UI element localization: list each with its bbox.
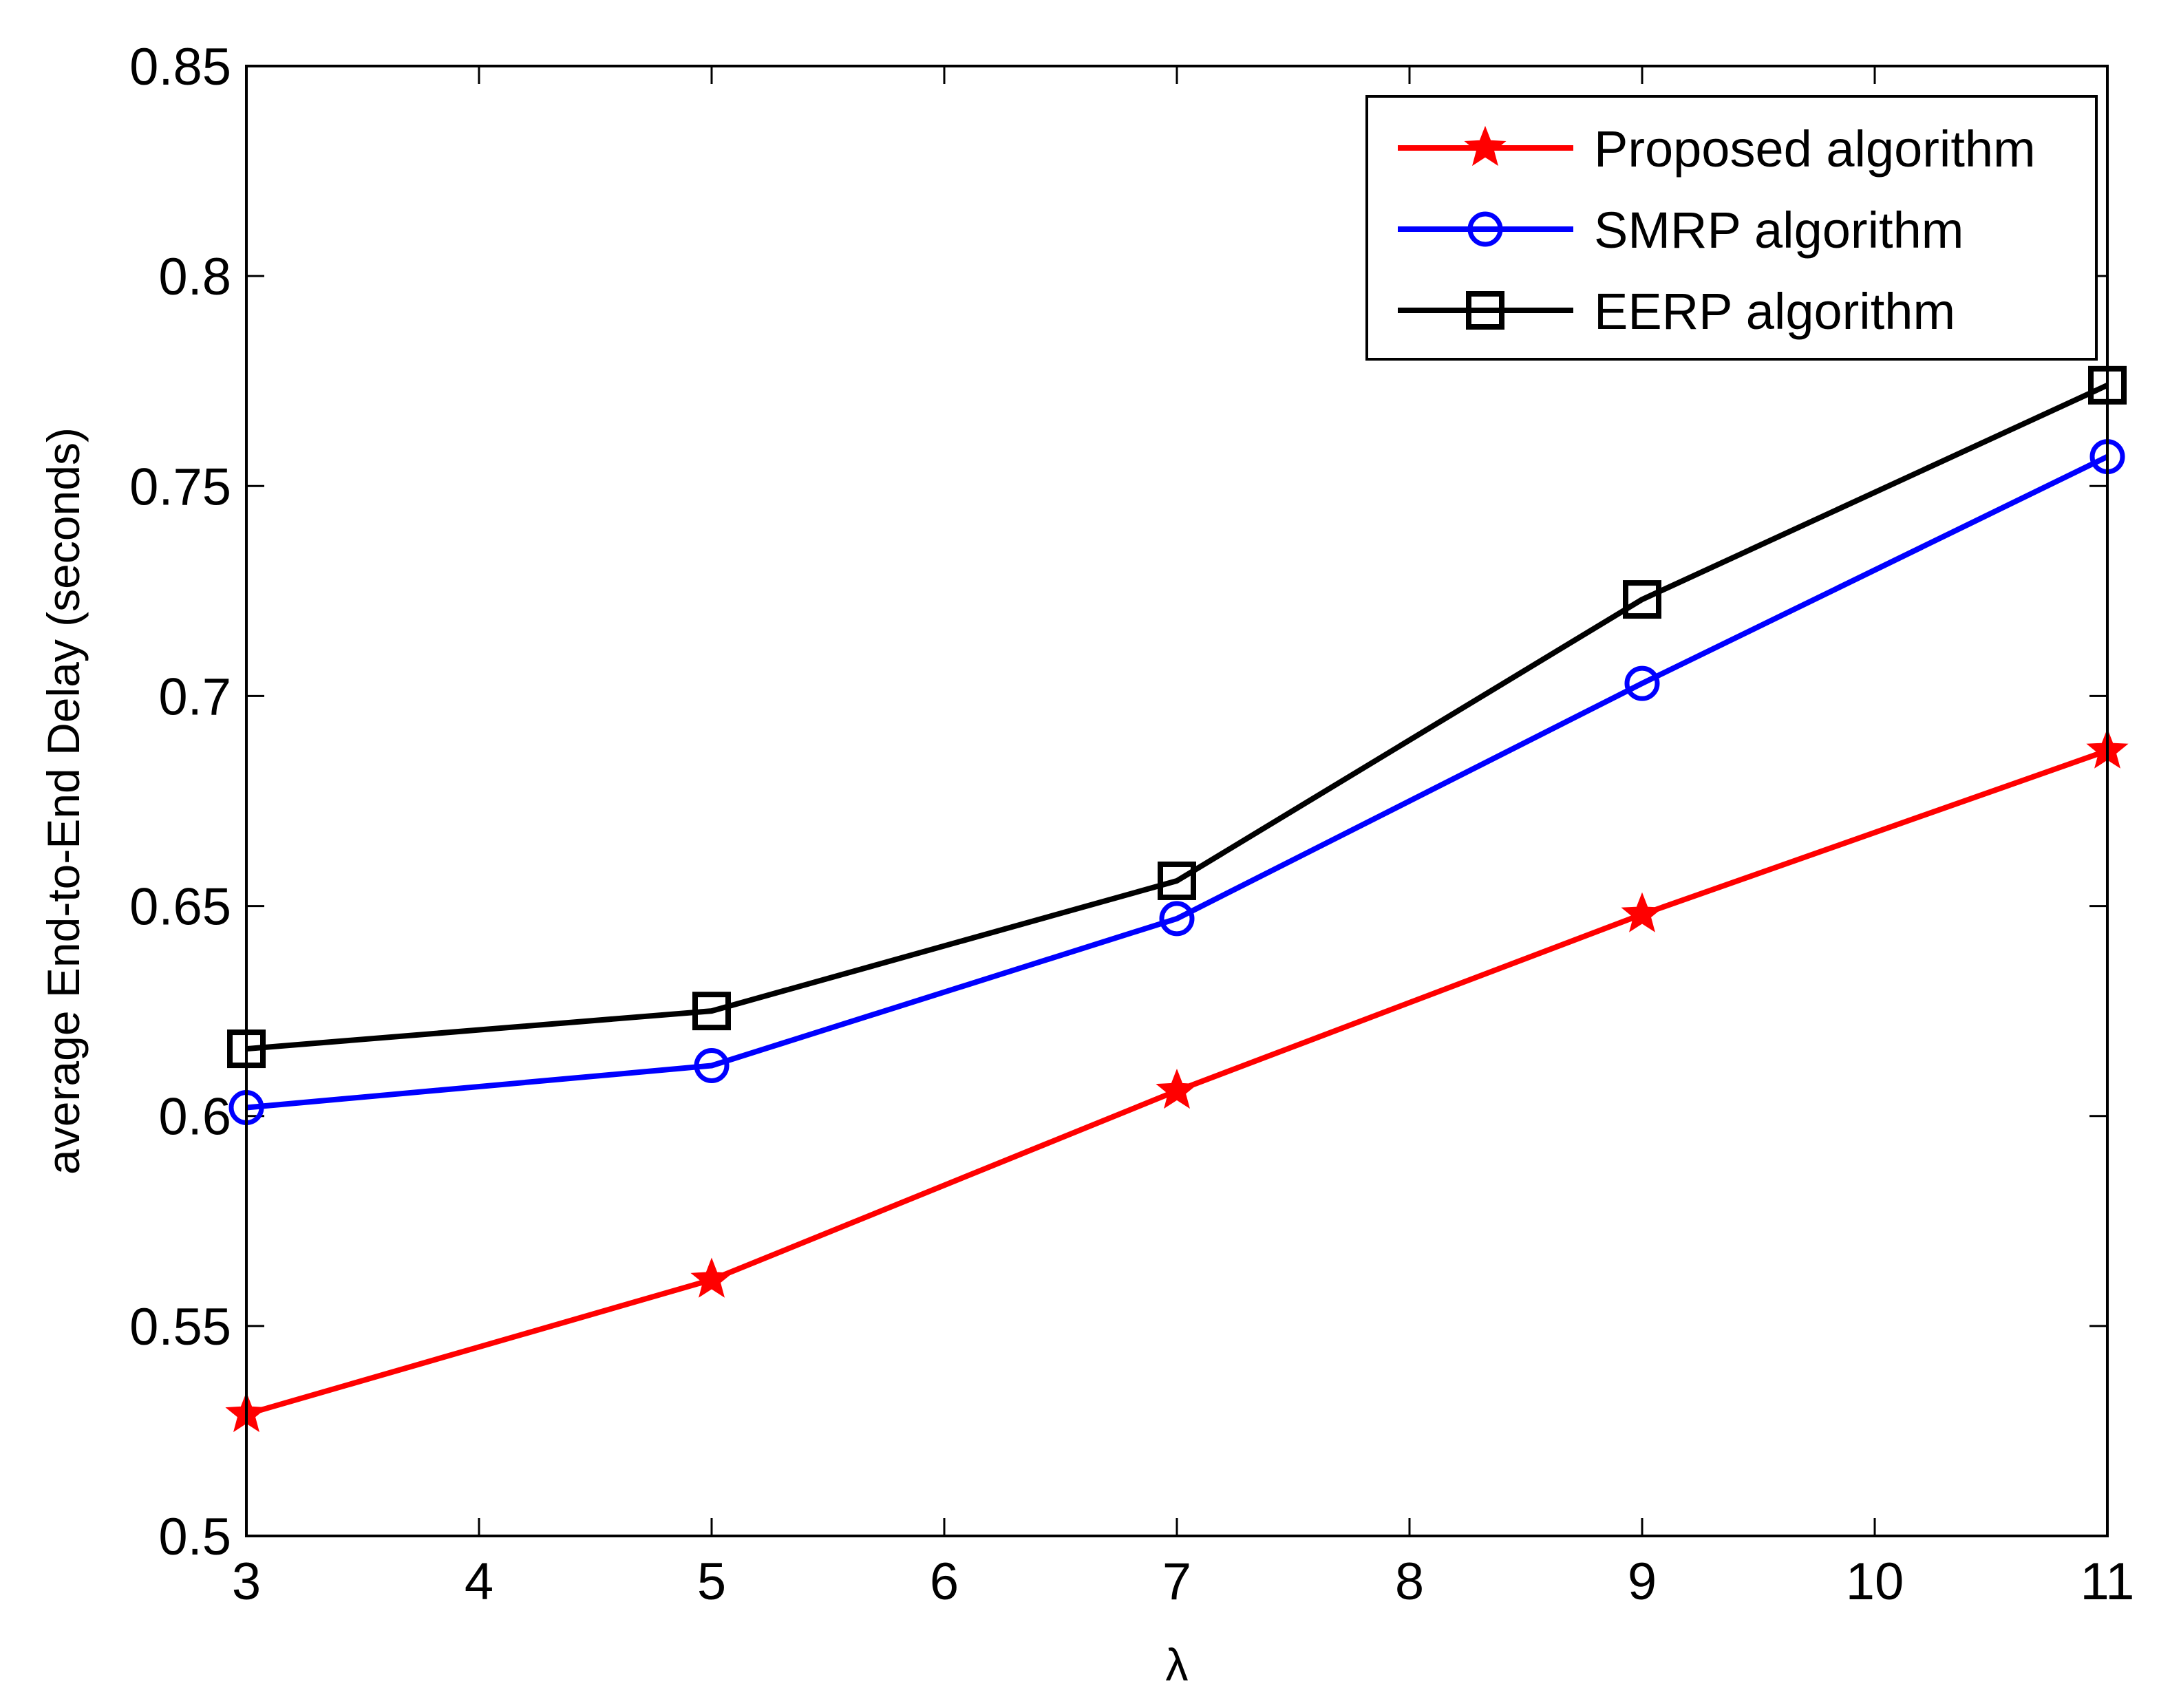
- x-tick-label: 9: [1628, 1552, 1657, 1611]
- legend-marker: [1464, 125, 1507, 167]
- data-point-marker: [690, 1257, 733, 1298]
- data-point-marker: [692, 992, 731, 1031]
- legend-entry: Proposed algorithm: [1398, 120, 2036, 178]
- y-tick-label: 0.75: [129, 458, 231, 516]
- legend: Proposed algorithm SMRP algorithm EERP alg…: [1365, 95, 2098, 361]
- plot-area-frame: [245, 65, 2109, 1537]
- data-point-marker: [1621, 892, 1663, 932]
- data-point-marker: [1156, 1068, 1198, 1109]
- x-tick-label: 6: [930, 1552, 959, 1611]
- y-tick-label: 0.7: [158, 668, 231, 726]
- legend-entries: Proposed algorithm SMRP algorithm EERP alg…: [1398, 120, 2036, 340]
- y-tick-label: 0.8: [158, 248, 231, 306]
- legend-label: Proposed algorithm: [1594, 120, 2036, 178]
- series-line: [246, 454, 2109, 1111]
- data-point-marker: [694, 1047, 730, 1083]
- y-tick-label: 0.65: [129, 878, 231, 937]
- x-tick-label: 5: [697, 1552, 726, 1611]
- x-axis-label: λ: [1166, 1639, 1189, 1690]
- x-tick-label: 3: [232, 1552, 261, 1611]
- data-point-marker: [1623, 580, 1661, 619]
- legend-marker: [1467, 211, 1503, 247]
- x-tick-label: 11: [2081, 1552, 2135, 1611]
- x-tick-label: 4: [465, 1552, 493, 1611]
- y-tick-label: 0.85: [129, 38, 231, 96]
- data-point-marker: [1159, 901, 1195, 937]
- y-tick-label: 0.5: [158, 1508, 231, 1566]
- y-axis-label: average End-to-End Delay (seconds): [38, 427, 89, 1175]
- y-tick-label: 0.6: [158, 1088, 231, 1146]
- x-tick-label: 7: [1162, 1552, 1191, 1611]
- y-tick-label: 0.55: [129, 1298, 231, 1356]
- series-line: [246, 383, 2109, 1052]
- legend-label: EERP algorithm: [1594, 283, 1955, 340]
- legend-marker: [1466, 291, 1504, 330]
- x-tick-label: 10: [1846, 1552, 1904, 1611]
- data-point-marker: [1158, 861, 1196, 900]
- x-tick-label: 8: [1395, 1552, 1424, 1611]
- data-point-marker: [1624, 665, 1660, 701]
- legend-label: SMRP algorithm: [1594, 202, 1964, 259]
- legend-entry: SMRP algorithm: [1398, 202, 1964, 259]
- x-tick-labels: 3 4 5 6 7 8 9 10 11: [232, 1552, 2135, 1611]
- y-tick-labels: 0.5 0.55 0.6 0.65 0.7 0.75 0.8 0.85: [129, 38, 231, 1566]
- legend-entry: EERP algorithm: [1398, 283, 1955, 340]
